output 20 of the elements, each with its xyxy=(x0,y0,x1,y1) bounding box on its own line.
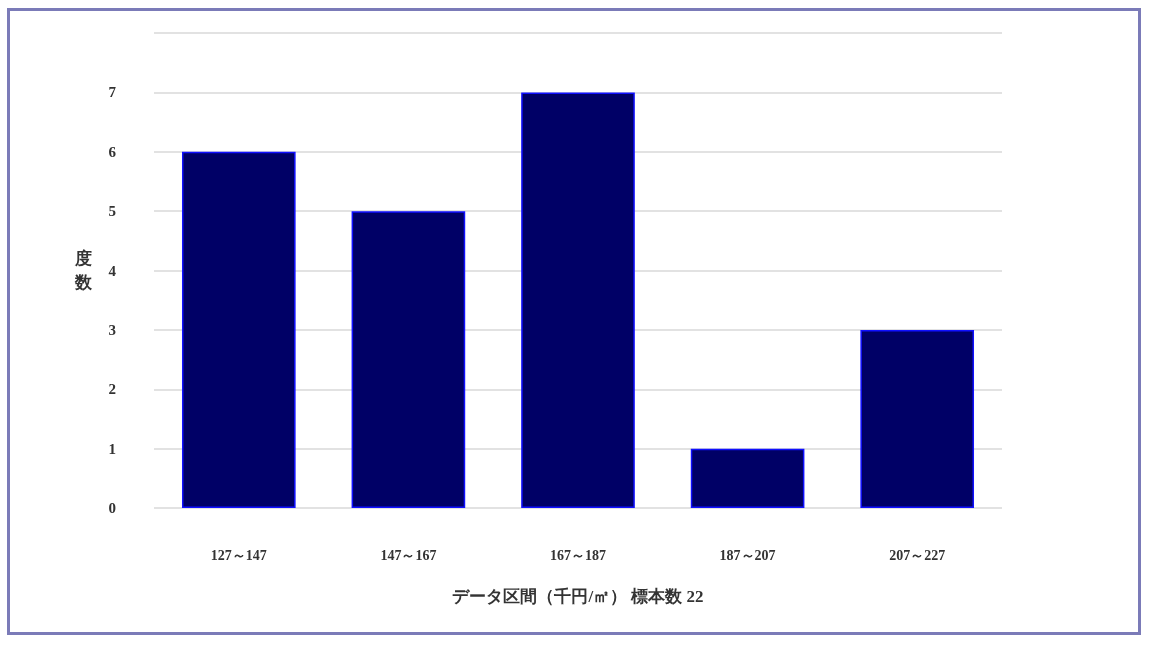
y-tick-label: 1 xyxy=(108,440,116,457)
x-tick-label: 187～207 xyxy=(719,547,776,563)
y-tick-label: 6 xyxy=(108,143,117,160)
y-tick-label: 5 xyxy=(108,203,116,220)
bar xyxy=(351,211,466,508)
y-tick-label: 0 xyxy=(108,500,116,516)
y-tick-label: 2 xyxy=(108,381,116,398)
y-axis-title: 度数 xyxy=(74,249,93,292)
y-tick-label: 4 xyxy=(108,262,117,279)
x-tick-label: 167～187 xyxy=(550,547,606,563)
bar xyxy=(690,448,805,508)
y-tick-label: 7 xyxy=(108,84,117,101)
y-tick-label: 3 xyxy=(108,321,116,338)
x-tick-label: 207～227 xyxy=(889,547,946,563)
bar xyxy=(860,329,975,508)
bar xyxy=(521,92,635,508)
x-tick-label: 127～147 xyxy=(210,547,267,563)
x-tick-label: 147～167 xyxy=(380,547,437,563)
x-axis-title: データ区間（千円/㎡） 標本数 22 xyxy=(452,587,704,606)
bar xyxy=(181,151,296,508)
